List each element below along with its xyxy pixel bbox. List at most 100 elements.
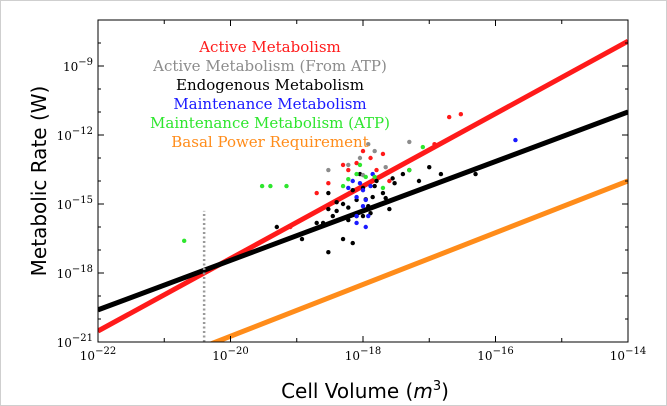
data-point-s3-9	[366, 213, 371, 219]
data-point-s5-3	[268, 183, 273, 189]
data-point-s2-8	[374, 167, 379, 173]
fit-line-2	[98, 109, 628, 313]
data-point-s5-5	[340, 183, 346, 189]
data-point-s2-11	[432, 141, 437, 147]
data-point-s5-10	[407, 167, 412, 173]
data-point-s1-37	[372, 183, 377, 189]
data-point-s5-7	[363, 174, 368, 180]
data-point-s1-15	[380, 190, 386, 196]
y-tick-label-3: 10−15	[57, 195, 93, 212]
data-point-s4-1	[326, 167, 331, 173]
data-point-s2-7	[368, 155, 373, 161]
x-tick-label-3: 10−18	[345, 346, 381, 363]
data-point-s5-13	[357, 162, 363, 168]
data-point-s1-21	[427, 164, 432, 170]
legend-entry-5: Maintenance Metabolism (ATP)	[150, 114, 390, 132]
data-point-s2-5	[354, 160, 359, 166]
data-point-s5-11	[420, 144, 426, 150]
legend-entry-4: Maintenance Metabolism	[173, 95, 366, 113]
data-point-s3-10	[368, 183, 373, 189]
data-point-s1-1	[274, 224, 280, 230]
axis-ticks-group: 10−22 10−20 10−18 10−16 10−14 10−21 10−18 10−15…	[57, 19, 646, 363]
data-point-s1-22	[438, 171, 444, 177]
data-point-s1-14	[374, 178, 379, 184]
data-point-s5-4	[284, 183, 289, 189]
legend-entry-6: Basal Power Requirement	[171, 133, 368, 151]
data-point-s5-1	[181, 238, 187, 244]
data-point-s3-2	[350, 178, 355, 184]
data-point-s2-12	[446, 114, 452, 120]
data-point-s1-36	[360, 213, 366, 219]
data-point-s1-7	[346, 217, 351, 223]
data-point-s3-14	[513, 137, 518, 143]
data-points-group	[181, 112, 518, 255]
legend-entry-3: Endogenous Metabolism	[176, 76, 364, 94]
data-point-s1-33	[326, 250, 331, 255]
data-point-s2-1	[314, 190, 319, 196]
data-point-s2-14	[288, 224, 293, 230]
y-tick-label-4: 10−12	[57, 126, 93, 143]
data-point-s1-34	[320, 220, 326, 226]
data-point-s1-32	[350, 240, 355, 246]
data-point-s1-23	[473, 171, 478, 177]
data-point-s1-16	[387, 206, 392, 212]
data-point-s5-12	[346, 176, 351, 182]
legend-entry-2: Active Metabolism (From ATP)	[152, 57, 387, 75]
data-point-s1-20	[416, 178, 422, 184]
data-point-s1-35	[330, 213, 335, 219]
data-point-s3-6	[360, 187, 366, 193]
data-point-s1-2	[299, 236, 305, 242]
x-tick-label-5: 10−14	[610, 346, 646, 363]
data-point-s1-30	[383, 195, 388, 201]
data-point-s4-3	[357, 155, 363, 161]
data-point-s5-8	[372, 174, 377, 180]
data-point-s1-38	[390, 176, 395, 181]
x-tick-label-4: 10−16	[477, 346, 513, 363]
data-point-s3-4	[354, 213, 359, 219]
data-point-s1-25	[334, 199, 339, 205]
data-point-s1-12	[366, 204, 371, 209]
data-point-s1-3	[314, 220, 319, 226]
data-point-s1-18	[400, 171, 406, 177]
data-point-s4-2	[346, 162, 351, 168]
data-point-s3-3	[354, 194, 359, 200]
fit-line-3	[208, 178, 628, 342]
legend-entry-1: Active Metabolism	[198, 38, 341, 56]
data-point-s3-7	[360, 204, 366, 209]
data-point-s1-26	[346, 205, 351, 210]
data-point-s2-10	[387, 178, 392, 184]
data-point-s4-5	[372, 148, 377, 154]
x-tick-label-1: 10−22	[80, 346, 116, 363]
data-point-s3-13	[354, 220, 359, 226]
data-point-s3-12	[363, 224, 368, 230]
data-point-s2-13	[458, 112, 464, 117]
y-tick-label-5: 10−9	[63, 57, 93, 74]
y-axis-label: Metabolic Rate (W)	[27, 86, 51, 277]
data-point-s3-8	[363, 197, 368, 203]
data-point-s1-13	[370, 194, 375, 200]
data-point-s3-1	[346, 185, 351, 191]
data-point-s1-17	[392, 181, 397, 186]
data-point-s5-2	[259, 183, 265, 189]
y-tick-label-2: 10−18	[57, 264, 93, 281]
data-point-s5-6	[354, 171, 359, 177]
data-point-s2-3	[340, 162, 346, 168]
x-axis-label: Cell Volume (m3)	[281, 379, 449, 403]
data-point-s5-9	[380, 185, 386, 191]
data-point-s2-4	[346, 167, 351, 173]
data-point-s2-9	[380, 151, 386, 157]
data-point-s1-4	[326, 190, 331, 196]
x-tick-label-2: 10−20	[212, 346, 248, 363]
data-point-s1-24	[326, 206, 331, 212]
data-point-s1-5	[334, 208, 339, 214]
data-point-s3-5	[357, 181, 363, 186]
data-point-s1-31	[340, 236, 346, 242]
data-point-s2-2	[326, 181, 331, 186]
data-point-s4-4	[366, 141, 371, 147]
y-tick-label-1: 10−21	[57, 333, 93, 350]
data-point-s4-6	[383, 164, 388, 170]
data-point-s1-6	[340, 201, 346, 207]
data-point-s1-8	[350, 187, 355, 193]
